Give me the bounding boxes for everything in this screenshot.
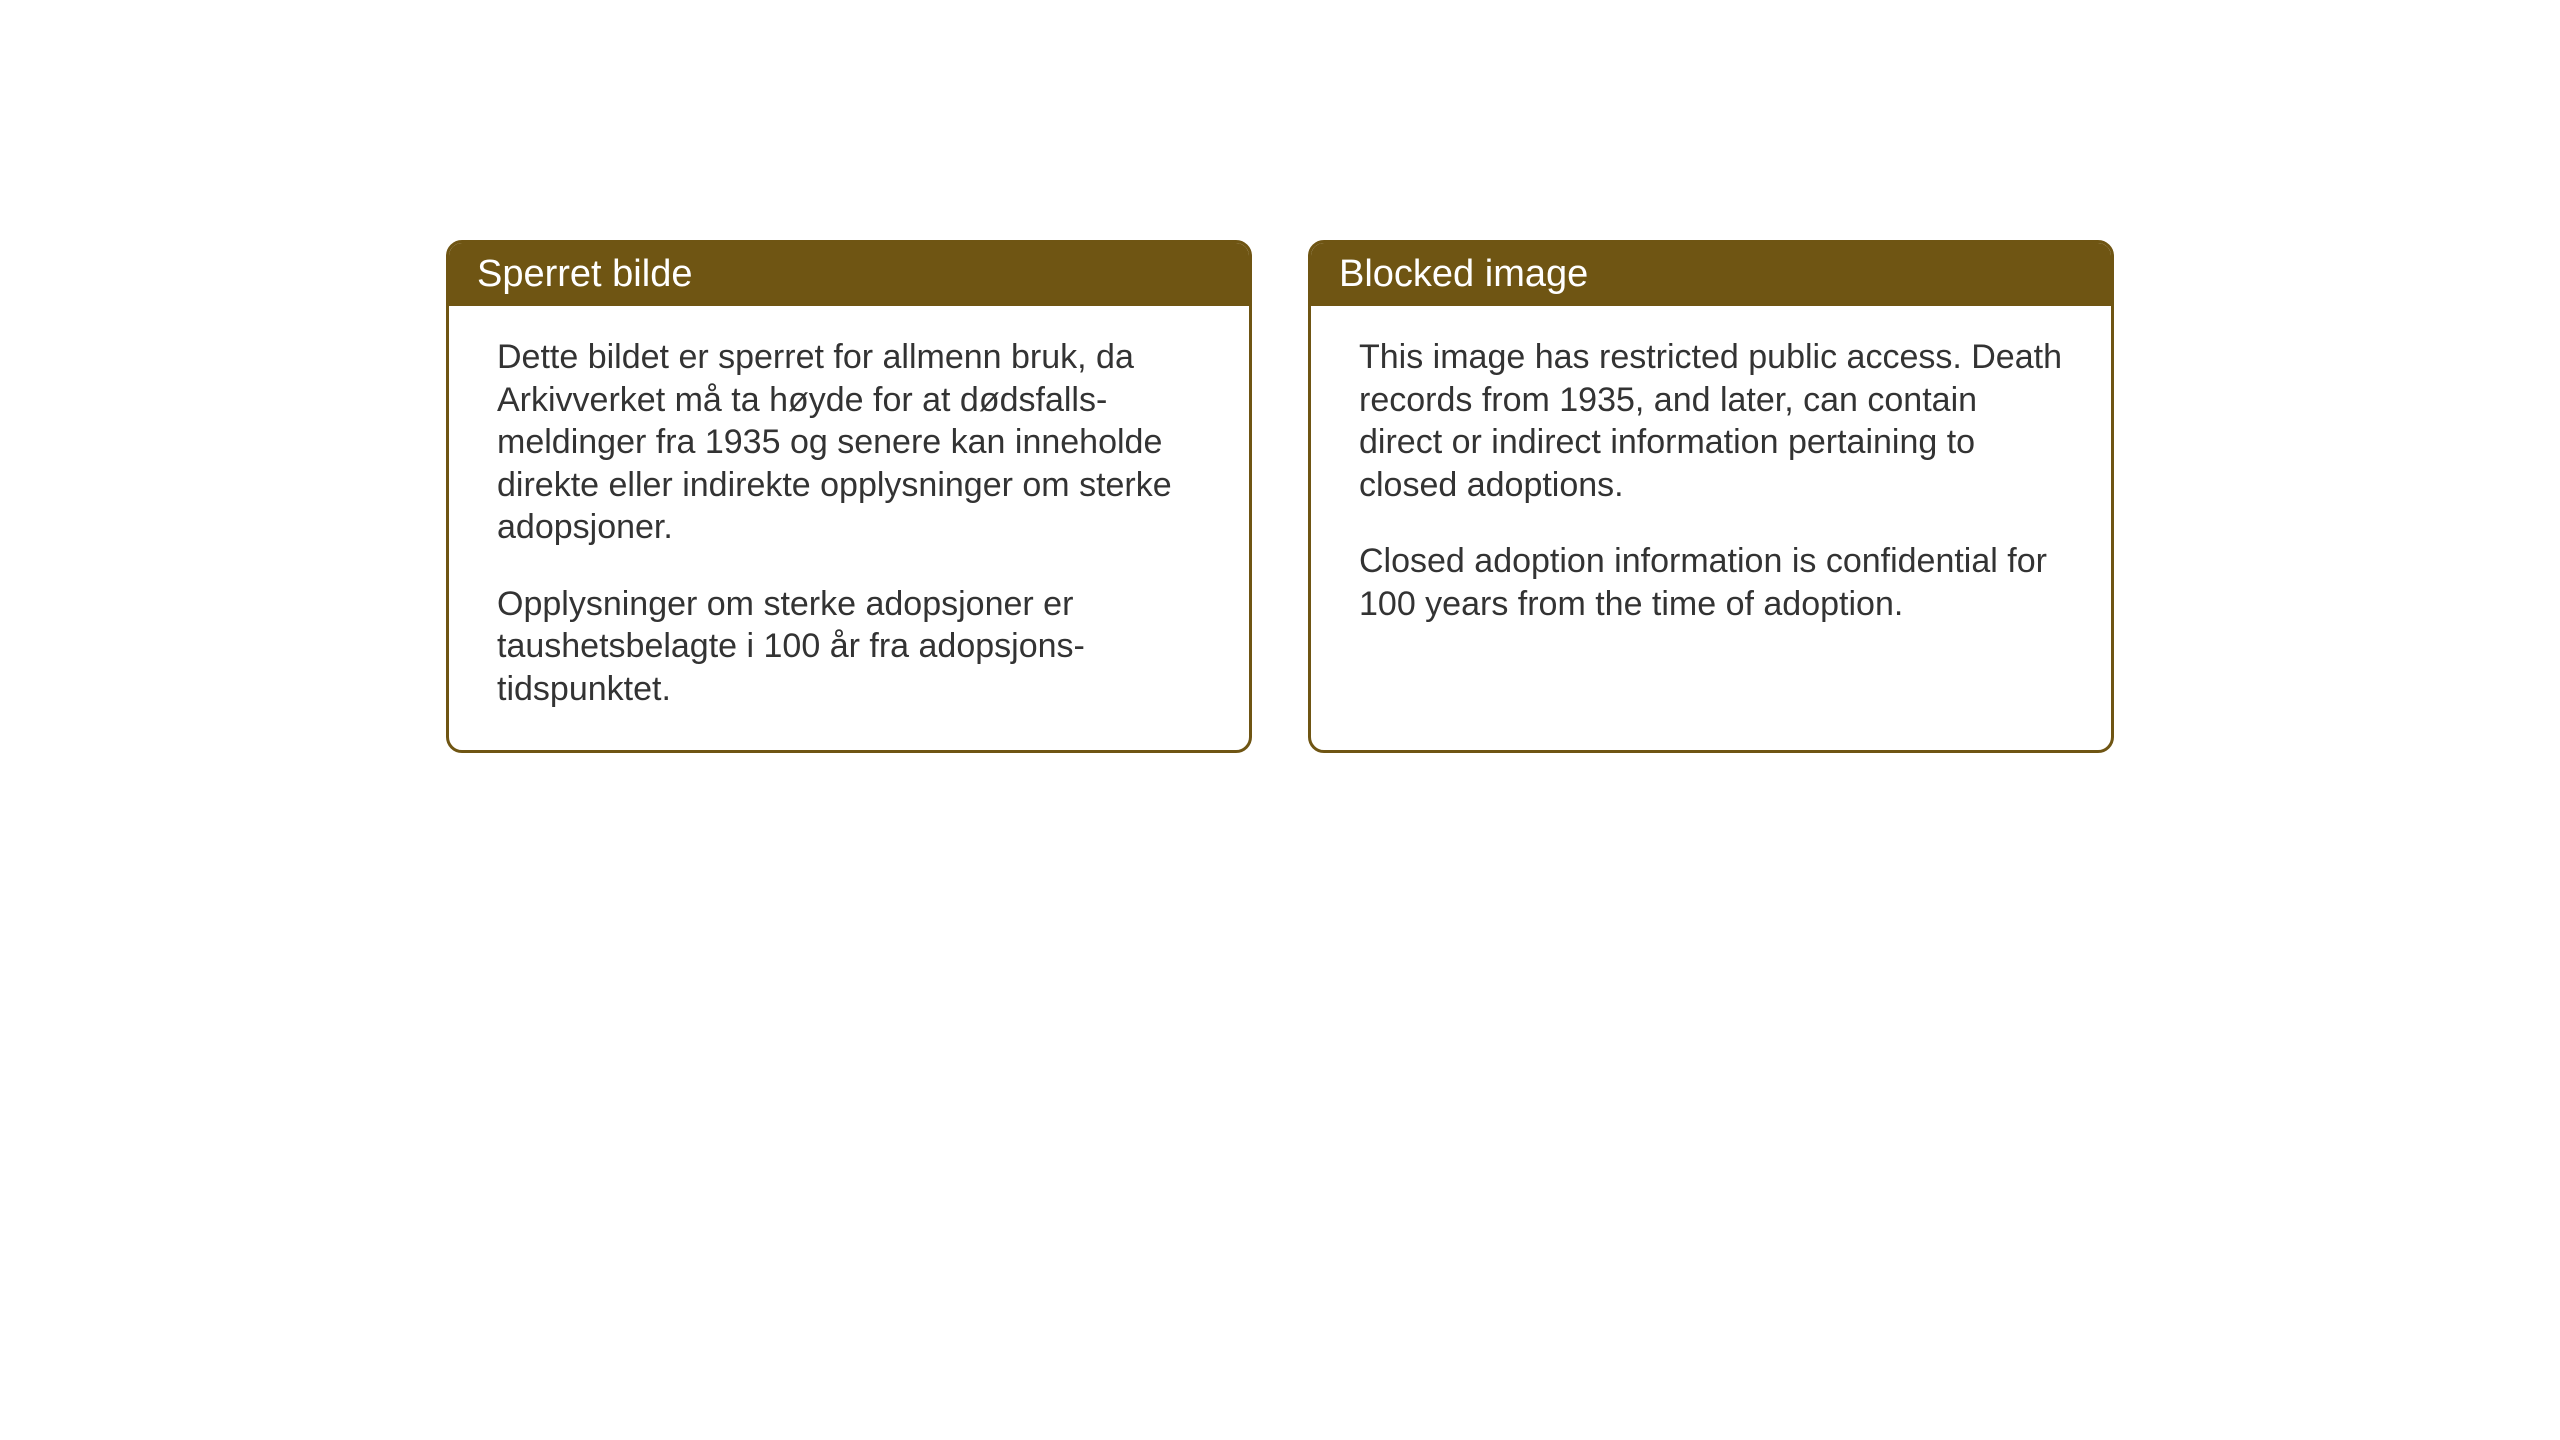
notice-box-english: Blocked image This image has restricted …	[1308, 240, 2114, 753]
notice-title-english: Blocked image	[1339, 253, 1588, 295]
notice-paragraph-1-norwegian: Dette bildet er sperret for allmenn bruk…	[497, 336, 1201, 549]
notice-box-norwegian: Sperret bilde Dette bildet er sperret fo…	[446, 240, 1252, 753]
notice-paragraph-1-english: This image has restricted public access.…	[1359, 336, 2063, 506]
notice-body-norwegian: Dette bildet er sperret for allmenn bruk…	[449, 306, 1249, 750]
notice-header-norwegian: Sperret bilde	[449, 243, 1249, 306]
notice-body-english: This image has restricted public access.…	[1311, 306, 2111, 744]
notice-container: Sperret bilde Dette bildet er sperret fo…	[446, 240, 2560, 753]
notice-header-english: Blocked image	[1311, 243, 2111, 306]
notice-paragraph-2-norwegian: Opplysninger om sterke adopsjoner er tau…	[497, 583, 1201, 711]
notice-paragraph-2-english: Closed adoption information is confident…	[1359, 540, 2063, 625]
notice-title-norwegian: Sperret bilde	[477, 253, 692, 295]
